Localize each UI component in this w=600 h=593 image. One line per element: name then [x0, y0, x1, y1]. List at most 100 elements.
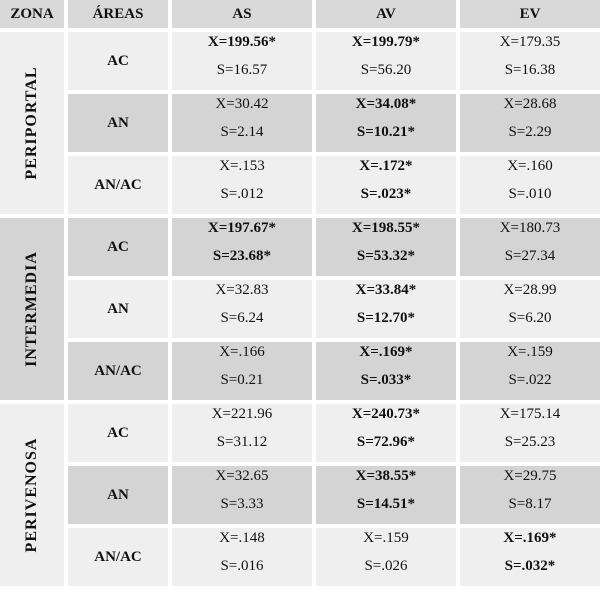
- value-cell: X=34.08* S=10.21*: [316, 94, 456, 152]
- value-line: X=.159: [507, 344, 553, 360]
- value-cell: X=199.56* S=16.57: [172, 32, 312, 90]
- value-line: X=.172*: [359, 158, 413, 174]
- area-cell: AC: [68, 404, 168, 462]
- value-line: S=.023*: [360, 186, 412, 202]
- value-line: S=6.24: [220, 310, 264, 326]
- value-line: S=10.21*: [356, 124, 416, 140]
- value-line: S=.026: [364, 558, 408, 574]
- value-line: S=72.96*: [356, 434, 416, 450]
- header-cell: AS: [172, 0, 312, 28]
- value-line: S=14.51*: [356, 496, 416, 512]
- value-cell: X=.172* S=.023*: [316, 156, 456, 214]
- value-line: X=179.35: [499, 34, 561, 50]
- value-line: X=29.75: [503, 468, 557, 484]
- value-cell: X=38.55* S=14.51*: [316, 466, 456, 524]
- value-cell: X=32.65 S=3.33: [172, 466, 312, 524]
- value-cell: X=240.73* S=72.96*: [316, 404, 456, 462]
- area-cell: AC: [68, 218, 168, 276]
- value-cell: X=221.96 S=31.12: [172, 404, 312, 462]
- zone-label: INTERMEDIA: [23, 251, 40, 367]
- value-cell: X=179.35 S=16.38: [460, 32, 600, 90]
- value-line: S=23.68*: [212, 248, 272, 264]
- value-cell: X=.148 S=.016: [172, 528, 312, 586]
- value-cell: X=.159 S=.022: [460, 342, 600, 400]
- value-line: X=180.73: [499, 220, 561, 236]
- value-line: S=2.14: [220, 124, 264, 140]
- header-cell: EV: [460, 0, 600, 28]
- zone-label: PERIPORTAL: [23, 66, 40, 180]
- value-line: S=.033*: [360, 372, 412, 388]
- value-line: X=198.55*: [351, 220, 421, 236]
- area-cell: AN/AC: [68, 156, 168, 214]
- value-line: S=6.20: [508, 310, 552, 326]
- value-cell: X=28.99 S=6.20: [460, 280, 600, 338]
- value-line: X=33.84*: [355, 282, 417, 298]
- zone-label: PERIVENOSA: [23, 437, 40, 553]
- value-line: S=25.23: [504, 434, 556, 450]
- area-cell: AN: [68, 466, 168, 524]
- value-cell: X=33.84* S=12.70*: [316, 280, 456, 338]
- zone-cell: INTERMEDIA: [0, 218, 64, 400]
- value-line: X=.160: [507, 158, 553, 174]
- value-cell: X=.160 S=.010: [460, 156, 600, 214]
- value-line: S=16.57: [216, 62, 268, 78]
- value-cell: X=199.79* S=56.20: [316, 32, 456, 90]
- value-cell: X=28.68 S=2.29: [460, 94, 600, 152]
- value-cell: X=30.42 S=2.14: [172, 94, 312, 152]
- value-line: X=199.79*: [351, 34, 421, 50]
- value-line: S=2.29: [508, 124, 552, 140]
- area-cell: AN: [68, 280, 168, 338]
- value-cell: X=175.14 S=25.23: [460, 404, 600, 462]
- value-line: X=240.73*: [351, 406, 421, 422]
- value-line: S=12.70*: [356, 310, 416, 326]
- value-line: X=28.99: [503, 282, 557, 298]
- value-line: S=.032*: [504, 558, 556, 574]
- area-cell: AN/AC: [68, 528, 168, 586]
- value-cell: X=197.67* S=23.68*: [172, 218, 312, 276]
- value-line: S=.016: [220, 558, 264, 574]
- area-cell: AN/AC: [68, 342, 168, 400]
- value-cell: X=.159 S=.026: [316, 528, 456, 586]
- value-line: X=.169*: [359, 344, 413, 360]
- area-cell: AC: [68, 32, 168, 90]
- value-line: X=32.65: [215, 468, 269, 484]
- value-line: X=32.83: [215, 282, 269, 298]
- value-line: X=199.56*: [207, 34, 277, 50]
- value-cell: X=.166 S=0.21: [172, 342, 312, 400]
- value-line: S=0.21: [220, 372, 264, 388]
- zone-cell: PERIVENOSA: [0, 404, 64, 586]
- value-line: S=.010: [508, 186, 552, 202]
- value-line: X=.169*: [503, 530, 557, 546]
- value-line: S=3.33: [220, 496, 264, 512]
- value-line: X=.159: [363, 530, 409, 546]
- value-line: S=53.32*: [356, 248, 416, 264]
- value-line: X=38.55*: [355, 468, 417, 484]
- value-line: S=56.20: [360, 62, 412, 78]
- value-line: X=175.14: [499, 406, 561, 422]
- value-line: X=197.67*: [207, 220, 277, 236]
- value-line: S=27.34: [504, 248, 556, 264]
- value-line: X=.153: [219, 158, 265, 174]
- value-cell: X=.169* S=.033*: [316, 342, 456, 400]
- value-line: S=31.12: [216, 434, 268, 450]
- value-line: X=34.08*: [355, 96, 417, 112]
- value-cell: X=29.75 S=8.17: [460, 466, 600, 524]
- value-line: S=8.17: [508, 496, 552, 512]
- value-line: S=16.38: [504, 62, 556, 78]
- value-line: X=221.96: [211, 406, 273, 422]
- value-cell: X=.153 S=.012: [172, 156, 312, 214]
- value-cell: X=32.83 S=6.24: [172, 280, 312, 338]
- value-line: S=.012: [220, 186, 264, 202]
- value-line: X=28.68: [503, 96, 557, 112]
- value-cell: X=198.55* S=53.32*: [316, 218, 456, 276]
- header-cell: AV: [316, 0, 456, 28]
- area-cell: AN: [68, 94, 168, 152]
- value-line: X=.166: [219, 344, 265, 360]
- value-line: S=.022: [508, 372, 552, 388]
- value-line: X=30.42: [215, 96, 269, 112]
- zone-cell: PERIPORTAL: [0, 32, 64, 214]
- value-cell: X=180.73 S=27.34: [460, 218, 600, 276]
- header-cell: ZONA: [0, 0, 64, 28]
- header-cell: ÁREAS: [68, 0, 168, 28]
